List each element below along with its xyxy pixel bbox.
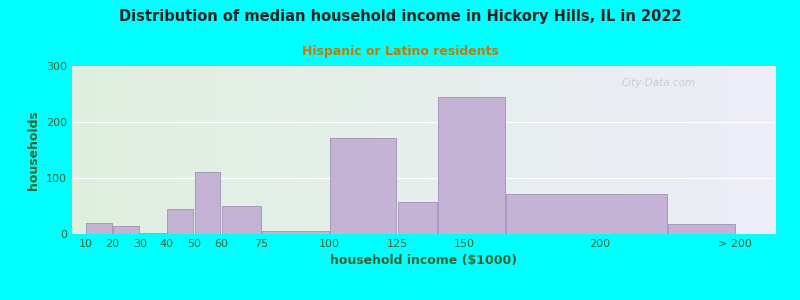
Bar — [86, 223, 112, 234]
Text: City-Data.com: City-Data.com — [621, 78, 695, 88]
Bar — [398, 202, 437, 234]
X-axis label: household income ($1000): household income ($1000) — [330, 254, 518, 267]
Bar — [262, 231, 329, 234]
Text: Hispanic or Latino residents: Hispanic or Latino residents — [302, 45, 498, 58]
Y-axis label: households: households — [27, 110, 41, 190]
Bar — [167, 209, 193, 234]
Bar — [114, 226, 139, 234]
Bar — [222, 206, 261, 234]
Bar — [194, 172, 220, 234]
Bar — [668, 224, 734, 234]
Bar — [140, 233, 166, 234]
Bar — [438, 98, 505, 234]
Text: Distribution of median household income in Hickory Hills, IL in 2022: Distribution of median household income … — [118, 9, 682, 24]
Bar — [506, 194, 667, 234]
Bar — [330, 138, 396, 234]
